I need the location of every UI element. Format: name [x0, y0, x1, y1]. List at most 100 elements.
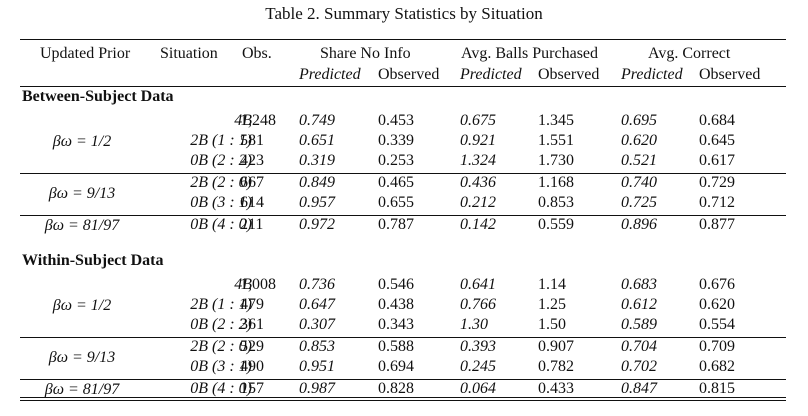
updated-prior-label: βω = 81/97	[44, 381, 120, 398]
cell-share-predicted: 0.849	[299, 174, 335, 191]
cell-balls-observed: 1.25	[538, 296, 566, 313]
cell-balls-predicted: 1.324	[460, 152, 496, 169]
cell-share-predicted: 0.651	[299, 132, 335, 149]
cell-balls-observed: 1.14	[538, 276, 566, 293]
cell-situation: 2B (2 : 0)	[190, 338, 252, 355]
cell-balls-predicted: 0.212	[460, 194, 496, 211]
cell-balls-observed: 0.907	[538, 338, 574, 355]
cell-correct-observed: 0.712	[699, 194, 735, 211]
cell-balls-observed: 1.345	[538, 112, 574, 129]
cell-balls-predicted: 0.393	[460, 338, 496, 355]
cell-balls-observed: 1.551	[538, 132, 574, 149]
top-rule	[20, 39, 786, 40]
header-situation: Situation	[160, 45, 218, 62]
cell-situation: 0B (2 : 2)	[190, 152, 252, 169]
updated-prior-label: βω = 1/2	[52, 297, 112, 314]
cell-correct-predicted: 0.695	[621, 112, 657, 129]
cell-situation: 0B (4 : 0)	[190, 216, 252, 233]
cell-balls-observed: 1.50	[538, 316, 566, 333]
cell-obs: 581	[240, 132, 264, 149]
cell-correct-predicted: 0.702	[621, 358, 657, 375]
cell-correct-predicted: 0.612	[621, 296, 657, 313]
cell-obs: 529	[240, 338, 264, 355]
header-share-observed: Observed	[378, 66, 440, 83]
cell-obs: 157	[240, 380, 264, 397]
cell-balls-predicted: 0.675	[460, 112, 496, 129]
cell-share-observed: 0.787	[378, 216, 414, 233]
cell-balls-observed: 0.433	[538, 380, 574, 397]
header-avg-balls: Avg. Balls Purchased	[461, 45, 599, 62]
cell-obs: 479	[240, 296, 264, 313]
cell-situation: 0B (2 : 2)	[190, 316, 252, 333]
section-title: Between-Subject Data	[22, 88, 174, 105]
cell-share-observed: 0.828	[378, 380, 414, 397]
group-separator	[20, 337, 786, 338]
header-correct-observed: Observed	[699, 66, 761, 83]
table-caption: Table 2. Summary Statistics by Situation	[265, 4, 543, 23]
bottom-rule-2	[20, 400, 786, 401]
cell-correct-observed: 0.554	[699, 316, 735, 333]
header-share-no-info: Share No Info	[320, 45, 411, 62]
header-rule	[20, 86, 786, 87]
cell-correct-observed: 0.815	[699, 380, 735, 397]
cell-correct-observed: 0.729	[699, 174, 735, 191]
cell-correct-observed: 0.682	[699, 358, 735, 375]
cell-correct-predicted: 0.847	[621, 380, 657, 397]
cell-share-observed: 0.465	[378, 174, 414, 191]
cell-correct-predicted: 0.683	[621, 276, 657, 293]
cell-share-observed: 0.343	[378, 316, 414, 333]
header-avg-correct: Avg. Correct	[648, 45, 731, 62]
updated-prior-label: βω = 9/13	[48, 349, 116, 366]
cell-share-predicted: 0.951	[299, 358, 335, 375]
cell-correct-predicted: 0.620	[621, 132, 657, 149]
header-share-predicted: Predicted	[299, 66, 361, 83]
group-separator	[20, 215, 786, 216]
updated-prior-label: βω = 9/13	[48, 185, 116, 202]
cell-correct-observed: 0.645	[699, 132, 735, 149]
cell-share-observed: 0.339	[378, 132, 414, 149]
cell-obs: 211	[240, 216, 264, 233]
cell-correct-observed: 0.877	[699, 216, 735, 233]
cell-share-observed: 0.453	[378, 112, 414, 129]
header-updated-prior: Updated Prior	[40, 45, 131, 62]
cell-obs: 614	[240, 194, 264, 211]
cell-correct-observed: 0.709	[699, 338, 735, 355]
cell-situation: 0B (3 : 1)	[190, 358, 252, 375]
cell-balls-predicted: 0.766	[460, 296, 496, 313]
cell-balls-predicted: 0.436	[460, 174, 496, 191]
cell-correct-predicted: 0.740	[621, 174, 657, 191]
header-obs: Obs.	[242, 45, 272, 62]
cell-situation: 4B	[234, 276, 252, 293]
cell-share-predicted: 0.853	[299, 338, 335, 355]
updated-prior-label: βω = 81/97	[44, 217, 120, 234]
cell-balls-predicted: 0.921	[460, 132, 496, 149]
cell-share-predicted: 0.307	[299, 316, 335, 333]
cell-correct-observed: 0.620	[699, 296, 735, 313]
cell-situation: 2B (2 : 0)	[190, 174, 252, 191]
cell-share-observed: 0.438	[378, 296, 414, 313]
cell-correct-observed: 0.684	[699, 112, 735, 129]
cell-correct-predicted: 0.896	[621, 216, 657, 233]
cell-share-observed: 0.253	[378, 152, 414, 169]
cell-share-observed: 0.546	[378, 276, 414, 293]
cell-obs: 490	[240, 358, 264, 375]
section-title: Within-Subject Data	[22, 252, 164, 269]
cell-correct-predicted: 0.589	[621, 316, 657, 333]
cell-situation: 0B (3 : 1)	[190, 194, 252, 211]
cell-share-predicted: 0.736	[299, 276, 335, 293]
cell-share-predicted: 0.987	[299, 380, 335, 397]
cell-balls-predicted: 1.30	[460, 316, 488, 333]
cell-correct-observed: 0.617	[699, 152, 735, 169]
cell-balls-predicted: 0.064	[460, 380, 496, 397]
cell-balls-observed: 0.559	[538, 216, 574, 233]
cell-balls-observed: 0.853	[538, 194, 574, 211]
cell-share-predicted: 0.319	[299, 152, 335, 169]
cell-share-observed: 0.588	[378, 338, 414, 355]
updated-prior-label: βω = 1/2	[52, 133, 112, 150]
cell-obs: 423	[240, 152, 264, 169]
bottom-rule-1	[20, 397, 786, 398]
cell-situation: 2B (1 : 1)	[190, 132, 252, 149]
cell-balls-predicted: 0.641	[460, 276, 496, 293]
cell-obs: 667	[240, 174, 264, 191]
